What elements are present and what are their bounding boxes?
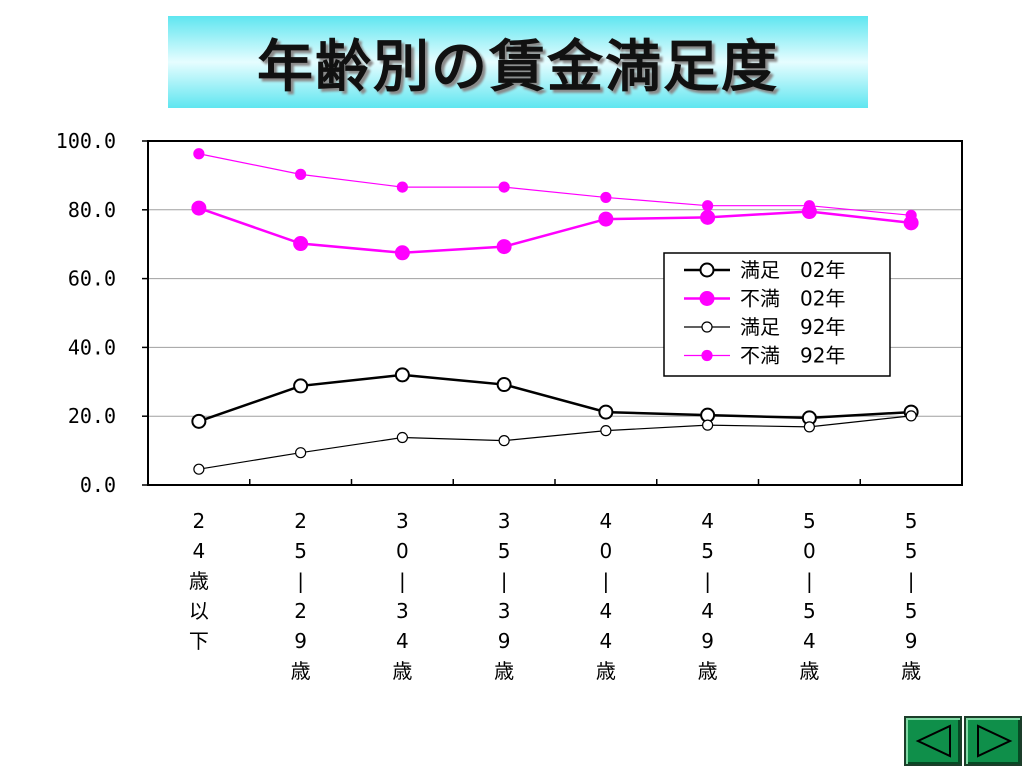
x-tick-label: 4 0 | 4 4 歳 xyxy=(596,509,616,683)
data-point xyxy=(600,425,612,437)
y-tick-label: 20.0 xyxy=(68,404,116,428)
data-point xyxy=(803,200,815,212)
data-point xyxy=(598,211,614,227)
title-banner: 年齢別の賃金満足度 xyxy=(168,16,868,108)
data-point xyxy=(193,148,205,160)
data-point xyxy=(803,421,815,433)
x-tick-label: 2 4 歳以下 xyxy=(189,509,209,653)
prev-button[interactable] xyxy=(904,716,962,766)
data-point xyxy=(496,377,512,393)
series-line xyxy=(198,153,912,216)
legend-label: 満足 92年 xyxy=(740,315,845,339)
x-tick-label: 5 0 | 5 4 歳 xyxy=(799,509,819,683)
line-chart: 100.0 80.0 60.0 40.0 20.0 0.0 2 4 歳以下 2 5 | 2 9 歳 3 0 | 3 4… xyxy=(56,129,963,683)
data-point xyxy=(191,200,207,216)
data-point xyxy=(600,191,612,204)
y-tick-label: 100.0 xyxy=(56,129,116,153)
legend-marker xyxy=(701,321,713,333)
data-point xyxy=(293,378,309,394)
x-tick-label: 3 5 | 3 9 歳 xyxy=(494,509,514,683)
legend-marker xyxy=(699,291,715,306)
y-tick-label: 40.0 xyxy=(68,335,116,359)
data-point xyxy=(905,209,917,221)
data-point xyxy=(295,168,307,180)
triangle-right-icon xyxy=(977,724,1013,758)
series-line xyxy=(198,206,912,255)
triangle-left-icon xyxy=(915,724,951,758)
series-line xyxy=(198,415,912,470)
legend-label: 不満 92年 xyxy=(740,344,845,368)
data-point xyxy=(191,413,207,429)
data-point xyxy=(496,239,512,255)
data-point xyxy=(498,181,510,193)
data-point xyxy=(394,367,410,383)
legend-marker xyxy=(699,262,715,278)
y-tick-label: 60.0 xyxy=(68,267,116,291)
data-point xyxy=(702,419,714,431)
y-tick-label: 80.0 xyxy=(68,198,116,222)
y-tick-label: 0.0 xyxy=(80,473,116,497)
data-point xyxy=(193,463,205,475)
data-point xyxy=(598,404,614,420)
x-tick-label: 2 5 | 2 9 歳 xyxy=(291,509,311,683)
slide-title: 年齢別の賃金満足度 xyxy=(257,34,779,100)
x-tick-label: 3 0 | 3 4 歳 xyxy=(392,509,412,683)
data-point xyxy=(293,236,309,252)
data-point xyxy=(498,435,510,447)
x-tick-label: 4 5 | 4 9 歳 xyxy=(698,509,718,683)
legend-label: 満足 02年 xyxy=(740,258,845,282)
data-point xyxy=(396,181,408,193)
data-point xyxy=(702,200,714,212)
series-line xyxy=(198,373,912,423)
data-point xyxy=(295,447,307,459)
data-point xyxy=(700,209,716,225)
data-point xyxy=(396,431,408,444)
x-tick-label: 5 5 | 5 9 歳 xyxy=(901,509,921,683)
next-button[interactable] xyxy=(964,716,1022,766)
data-point xyxy=(905,410,917,422)
legend-marker xyxy=(701,349,713,362)
legend-label: 不満 02年 xyxy=(740,287,845,311)
data-point xyxy=(394,245,410,261)
